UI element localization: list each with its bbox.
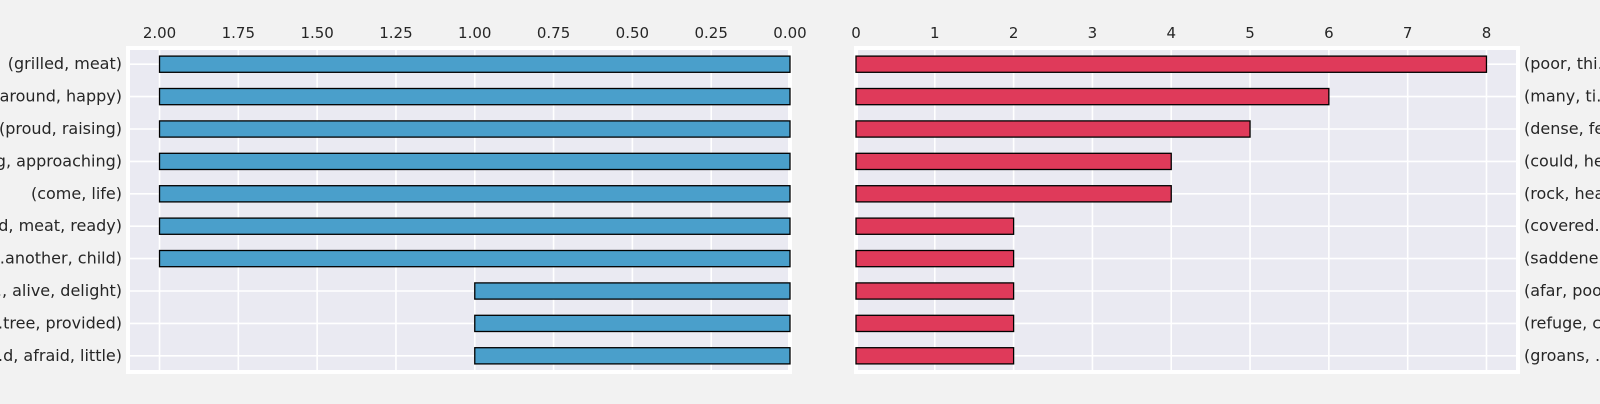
left-category-labels: (grilled, meat) (around, happy) (proud, ra… bbox=[0, 54, 122, 365]
left-category-label: (…another, child) bbox=[0, 249, 122, 268]
left-bar bbox=[158, 87, 791, 106]
right-category-label: (could, he… bbox=[1524, 151, 1600, 170]
right-category-label: (poor, thi… bbox=[1524, 54, 1600, 73]
left-x-tick-label: 2.00 bbox=[143, 24, 176, 42]
left-bar bbox=[158, 217, 791, 235]
left-category-label: (proud, raising) bbox=[0, 119, 122, 138]
left-category-label: (…d, meat, ready) bbox=[0, 216, 122, 235]
left-chart: 2.00 1.75 1.50 1.25 1.00 0.75 0.50 0.25 0.00 (gri… bbox=[0, 24, 807, 374]
right-bar bbox=[855, 217, 1015, 235]
left-category-label: (around, happy) bbox=[0, 87, 122, 106]
left-x-tick-label: 0.00 bbox=[773, 24, 806, 42]
right-bar bbox=[855, 282, 1015, 300]
right-x-tick-label: 6 bbox=[1324, 24, 1334, 42]
right-category-label: (dense, fe… bbox=[1524, 119, 1600, 138]
left-x-tick-label: 0.75 bbox=[537, 24, 570, 42]
right-category-label: (rock, hea… bbox=[1524, 184, 1600, 203]
right-bar bbox=[855, 249, 1015, 268]
left-category-label: (grilled, meat) bbox=[8, 54, 122, 73]
right-bar bbox=[855, 347, 1015, 365]
left-bar bbox=[158, 249, 791, 268]
right-x-tick-label: 8 bbox=[1482, 24, 1492, 42]
left-bar bbox=[158, 55, 791, 73]
right-x-tick-label: 0 bbox=[851, 24, 861, 42]
left-bar bbox=[158, 120, 791, 138]
left-category-label: (…tree, provided) bbox=[0, 313, 122, 332]
left-x-tick-label: 0.25 bbox=[694, 24, 727, 42]
right-category-label: (groans, … bbox=[1524, 346, 1600, 365]
right-category-label: (refuge, c… bbox=[1524, 313, 1600, 332]
left-bar bbox=[474, 314, 791, 333]
right-x-tick-label: 1 bbox=[930, 24, 940, 42]
left-bar bbox=[474, 347, 791, 365]
left-category-label: (…, alive, delight) bbox=[0, 281, 122, 300]
left-x-tick-label: 1.25 bbox=[379, 24, 412, 42]
left-category-label: (come, life) bbox=[31, 184, 122, 203]
right-x-tick-label: 4 bbox=[1166, 24, 1176, 42]
left-x-tick-label: 1.75 bbox=[222, 24, 255, 42]
left-category-label: (…d, afraid, little) bbox=[0, 346, 122, 365]
right-category-labels: (poor, thi… (many, ti… (dense, fe… (could, … bbox=[1524, 54, 1600, 365]
right-category-label: (afar, poo… bbox=[1524, 281, 1600, 300]
left-category-label: (…g, approaching) bbox=[0, 151, 122, 170]
right-x-tick-label: 7 bbox=[1403, 24, 1413, 42]
right-x-tick-label: 5 bbox=[1245, 24, 1255, 42]
right-bar bbox=[855, 185, 1172, 203]
right-bar bbox=[855, 87, 1330, 106]
left-x-tick-label: 0.50 bbox=[616, 24, 649, 42]
right-category-label: (saddene… bbox=[1524, 249, 1600, 268]
left-x-tick-label: 1.00 bbox=[458, 24, 491, 42]
left-bar bbox=[158, 185, 791, 203]
left-bar bbox=[158, 152, 791, 171]
right-bar bbox=[855, 152, 1172, 171]
right-category-label: (many, ti… bbox=[1524, 87, 1600, 106]
right-category-label: (covered… bbox=[1524, 216, 1600, 235]
right-bar bbox=[855, 55, 1488, 73]
right-chart: 0 1 2 3 4 5 6 7 8 (poor, thi… (many, ti… (dense, fe… bbox=[851, 24, 1600, 374]
right-x-tick-label: 3 bbox=[1088, 24, 1098, 42]
right-bar bbox=[855, 120, 1251, 138]
right-bar bbox=[855, 314, 1015, 333]
left-x-tick-label: 1.50 bbox=[300, 24, 333, 42]
right-x-tick-label: 2 bbox=[1009, 24, 1019, 42]
left-bar bbox=[474, 282, 791, 300]
